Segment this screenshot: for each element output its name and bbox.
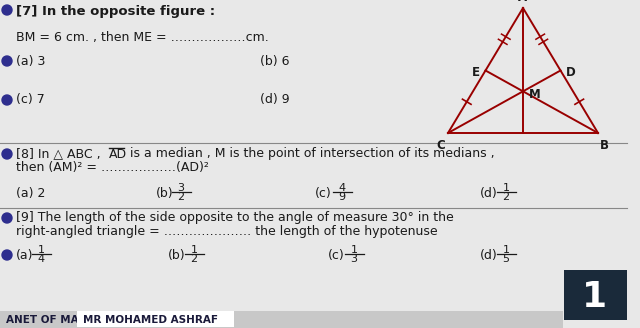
Text: 1: 1	[582, 280, 607, 314]
Text: 4: 4	[339, 183, 346, 193]
Text: 4: 4	[37, 254, 45, 264]
Text: (b) 6: (b) 6	[260, 54, 289, 68]
Text: D: D	[566, 66, 575, 79]
Text: [8] In △ ABC ,: [8] In △ ABC ,	[16, 148, 104, 160]
Text: 2: 2	[177, 192, 184, 202]
Text: (a) 3: (a) 3	[16, 54, 45, 68]
Text: 1: 1	[502, 183, 509, 193]
Text: right-angled triangle = ………………… the length of the hypotenuse: right-angled triangle = ………………… the leng…	[16, 224, 438, 237]
FancyBboxPatch shape	[0, 311, 563, 328]
Text: MR MOHAMED ASHRAF: MR MOHAMED ASHRAF	[83, 315, 218, 325]
Text: (b): (b)	[156, 187, 173, 199]
Text: E: E	[472, 66, 479, 79]
Circle shape	[2, 250, 12, 260]
Text: C: C	[436, 139, 445, 152]
Text: (a) 2: (a) 2	[16, 187, 45, 199]
Text: M: M	[529, 88, 541, 101]
Text: 1: 1	[502, 245, 509, 255]
Text: [7] In the opposite figure :: [7] In the opposite figure :	[16, 5, 215, 17]
Text: (b): (b)	[168, 249, 186, 261]
Text: (d) 9: (d) 9	[260, 93, 290, 107]
Text: 5: 5	[502, 254, 509, 264]
Text: then (AM)² = ………………(AD)²: then (AM)² = ………………(AD)²	[16, 161, 209, 174]
Text: 1: 1	[191, 245, 198, 255]
Text: BM = 6 cm. , then ME = ………………cm.: BM = 6 cm. , then ME = ………………cm.	[16, 31, 269, 44]
Circle shape	[2, 149, 12, 159]
Text: (c) 7: (c) 7	[16, 93, 45, 107]
FancyBboxPatch shape	[77, 311, 234, 327]
Circle shape	[2, 56, 12, 66]
Text: B: B	[600, 139, 609, 152]
Text: (c): (c)	[315, 187, 332, 199]
Circle shape	[2, 95, 12, 105]
Text: (a): (a)	[16, 249, 33, 261]
Text: 2: 2	[502, 192, 509, 202]
Text: (d): (d)	[480, 187, 498, 199]
Text: 9: 9	[339, 192, 346, 202]
Text: ANET OF MATH: ANET OF MATH	[6, 315, 94, 325]
Text: is a median , M is the point of intersection of its medians ,: is a median , M is the point of intersec…	[126, 148, 495, 160]
Text: (c): (c)	[328, 249, 345, 261]
Text: AD: AD	[109, 148, 127, 160]
Text: 1: 1	[351, 245, 358, 255]
Circle shape	[2, 5, 12, 15]
Text: 3: 3	[177, 183, 184, 193]
Text: (d): (d)	[480, 249, 498, 261]
Text: [9] The length of the side opposite to the angle of measure 30° in the: [9] The length of the side opposite to t…	[16, 212, 454, 224]
Text: A: A	[518, 0, 527, 4]
Text: 2: 2	[191, 254, 198, 264]
Text: 3: 3	[351, 254, 358, 264]
FancyBboxPatch shape	[564, 270, 627, 320]
Circle shape	[2, 213, 12, 223]
Text: 1: 1	[38, 245, 45, 255]
